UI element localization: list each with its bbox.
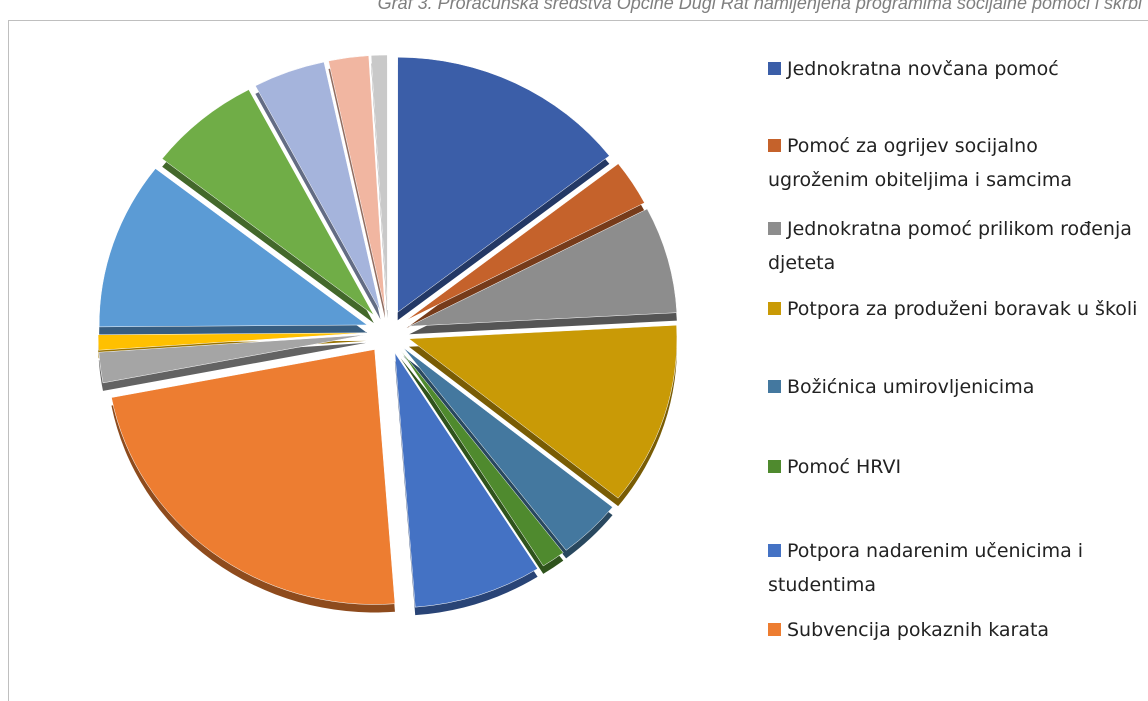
- legend-swatch: [768, 302, 781, 315]
- legend-swatch: [768, 460, 781, 473]
- slice-side: [98, 342, 367, 391]
- slice: [403, 347, 613, 551]
- slice: [97, 332, 367, 351]
- slice: [409, 208, 678, 327]
- chart: [97, 54, 678, 616]
- legend-label: Jednokratna pomoć prilikom rođenja djete…: [768, 218, 1132, 274]
- legend-label: Subvencija pokaznih karata: [787, 619, 1050, 641]
- legend-entry: Potpora nadarenim učenicima i studentima: [768, 534, 1138, 602]
- legend-entry: Božićnica umirovljenicima: [768, 370, 1138, 404]
- legend-entry: Pomoć za ogrijev socijalno ugroženim obi…: [768, 129, 1138, 197]
- slice: [111, 349, 396, 605]
- legend-label: Pomoć HRVI: [787, 456, 902, 478]
- legend-entry: Pomoć HRVI: [768, 450, 1138, 484]
- slice: [400, 349, 564, 567]
- page: Graf 3. Proračunska sredstva Općine Dugi…: [8, 0, 1148, 701]
- legend-swatch: [768, 623, 781, 636]
- chart-frame: [8, 20, 1148, 701]
- legend-label: Potpora za produženi boravak u školi: [787, 298, 1138, 320]
- legend-swatch: [768, 62, 781, 75]
- legend-swatch: [768, 139, 781, 152]
- slice: [408, 324, 678, 499]
- legend-label: Jednokratna novčana pomoć: [787, 58, 1059, 80]
- slice: [328, 55, 386, 311]
- legend-swatch: [768, 222, 781, 235]
- legend-swatch: [768, 380, 781, 393]
- slice: [406, 163, 645, 321]
- legend-entry: Potpora za produženi boravak u školi: [768, 292, 1138, 326]
- legend-entry: Jednokratna novčana pomoć: [768, 52, 1138, 86]
- legend-entry: Jednokratna pomoć prilikom rođenja djete…: [768, 212, 1138, 280]
- legend-swatch: [768, 544, 781, 557]
- legend-entry: Subvencija pokaznih karata: [768, 613, 1138, 647]
- legend-label: Potpora nadarenim učenicima i studentima: [768, 540, 1084, 596]
- slice: [98, 168, 368, 328]
- slice: [370, 54, 388, 311]
- chart-title: Graf 3. Proračunska sredstva Općine Dugi…: [377, 0, 1142, 13]
- slice: [98, 334, 367, 384]
- slice: [394, 352, 538, 608]
- slice: [397, 56, 610, 313]
- slice: [161, 89, 375, 316]
- slice: [255, 61, 381, 312]
- legend-label: Pomoć za ogrijev socijalno ugroženim obi…: [768, 135, 1073, 191]
- legend-label: Božićnica umirovljenicima: [787, 376, 1035, 398]
